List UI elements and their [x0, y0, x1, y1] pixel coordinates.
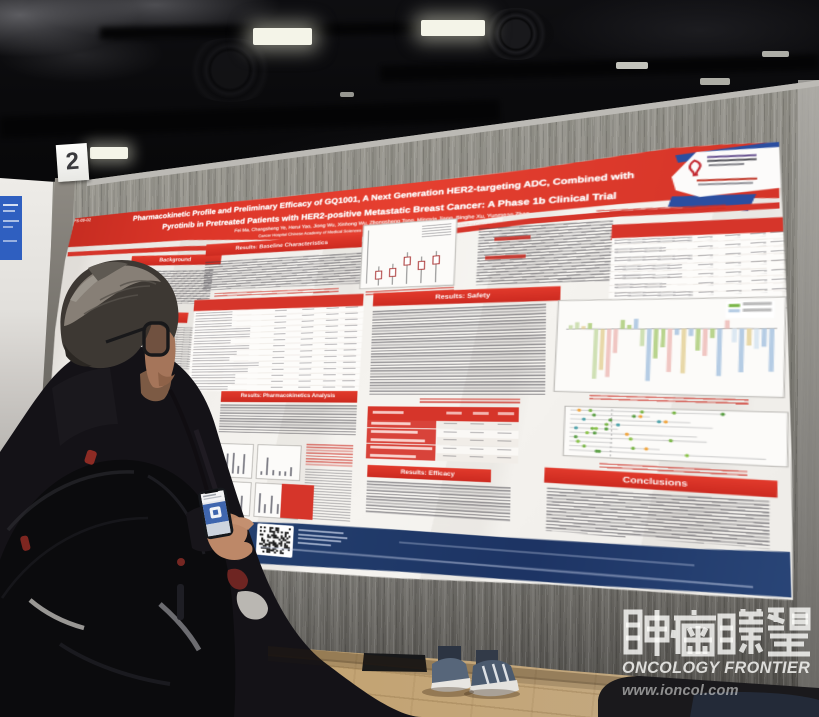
- svg-text:www.ioncol.com: www.ioncol.com: [622, 683, 739, 699]
- svg-text:ONCOLOGY FRONTIER: ONCOLOGY FRONTIER: [622, 659, 810, 677]
